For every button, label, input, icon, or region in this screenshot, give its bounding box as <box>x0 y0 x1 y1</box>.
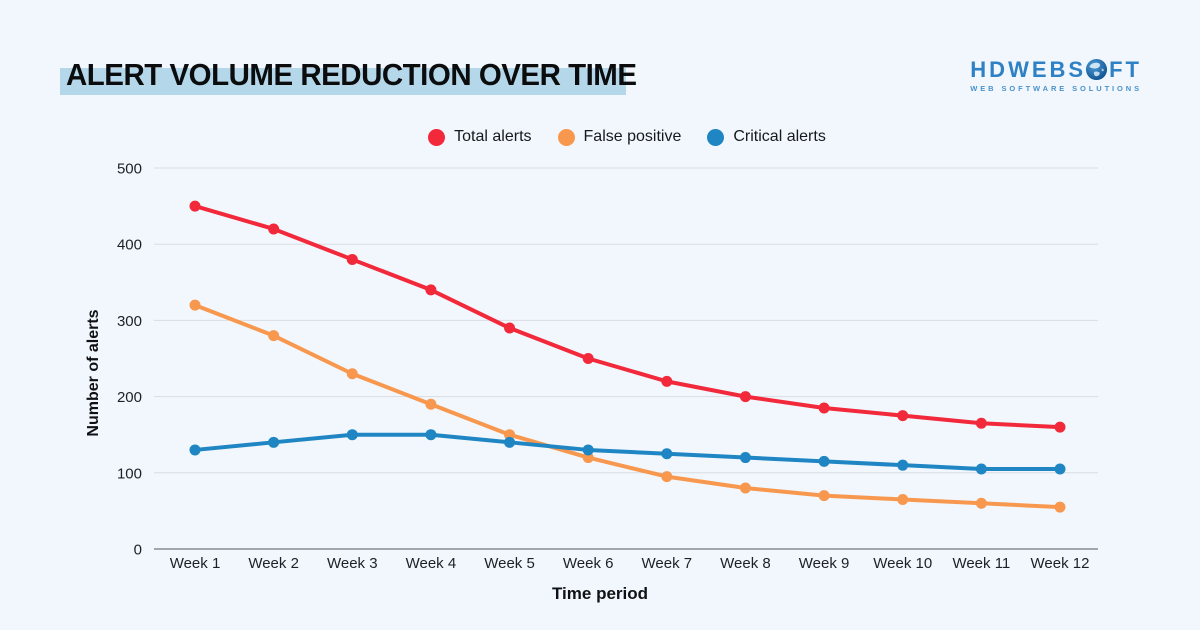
title-highlight <box>60 68 626 95</box>
data-point-total-alerts <box>346 253 358 265</box>
series-line-false-positive <box>193 303 1062 510</box>
data-point-false-positive <box>661 471 673 483</box>
y-tick-label: 500 <box>117 161 142 178</box>
data-point-critical-alerts <box>425 429 437 441</box>
chart-legend: Total alerts False positive Critical alert… <box>0 128 1200 146</box>
data-point-false-positive <box>582 452 594 464</box>
data-point-total-alerts <box>1054 421 1066 433</box>
globe-icon <box>1086 58 1108 81</box>
data-point-false-positive <box>346 368 358 380</box>
data-point-false-positive <box>1054 501 1066 513</box>
data-point-false-positive <box>739 482 751 494</box>
data-point-critical-alerts <box>975 463 987 475</box>
data-point-false-positive <box>975 497 987 509</box>
data-point-false-positive <box>897 493 909 505</box>
data-point-total-alerts <box>582 353 594 364</box>
legend-label: Critical alerts <box>733 128 826 145</box>
hdwebsoft-logo: HDWEBS FT WEB SOFTWARE SOLUTIONS <box>970 58 1142 93</box>
legend-dot-icon <box>428 128 446 146</box>
data-point-total-alerts <box>739 391 751 403</box>
legend-item-false-positive: False positive <box>557 128 682 146</box>
y-tick-label: 300 <box>117 313 142 330</box>
legend-dot-icon <box>707 128 725 146</box>
legend-label: Total alerts <box>454 128 532 145</box>
data-point-false-positive <box>818 490 830 502</box>
x-tick-label: Week 11 <box>952 555 1010 572</box>
data-point-critical-alerts <box>818 455 830 467</box>
data-point-false-positive <box>189 299 201 311</box>
data-point-false-positive <box>268 330 280 342</box>
legend-label: False positive <box>583 128 682 145</box>
y-tick-label: 200 <box>117 389 142 406</box>
y-tick-label: 100 <box>117 465 142 482</box>
data-point-total-alerts <box>504 322 516 334</box>
data-point-total-alerts <box>661 375 673 387</box>
data-point-critical-alerts <box>897 459 909 471</box>
x-tick-label: Week 5 <box>484 555 535 572</box>
data-point-total-alerts <box>975 417 987 429</box>
data-point-false-positive <box>425 398 437 410</box>
x-tick-label: Week 12 <box>1031 555 1090 572</box>
data-point-critical-alerts <box>661 448 673 460</box>
x-tick-label: Week 7 <box>642 555 693 572</box>
x-tick-label: Week 3 <box>327 555 378 572</box>
data-point-total-alerts <box>897 410 909 422</box>
series-line-total-alerts <box>193 204 1062 430</box>
data-point-total-alerts <box>425 284 437 296</box>
x-axis-title: Time period <box>551 584 649 603</box>
data-point-critical-alerts <box>582 444 594 456</box>
page-title: ALERT VOLUME REDUCTION OVER TIME <box>66 57 637 92</box>
data-point-false-positive <box>504 429 516 441</box>
x-tick-label: Week 8 <box>720 555 771 572</box>
data-point-critical-alerts <box>346 429 358 441</box>
data-point-total-alerts <box>818 402 830 414</box>
data-point-critical-alerts <box>1054 463 1066 475</box>
y-tick-label: 400 <box>117 237 142 254</box>
logo-tagline: WEB SOFTWARE SOLUTIONS <box>970 84 1142 93</box>
x-tick-label: Week 9 <box>799 555 850 572</box>
line-chart: 0 100 200 300 400 500 Week 1 Week 2 Week 3 Week 4… <box>117 161 1098 572</box>
legend-item-total-alerts: Total alerts <box>428 128 532 146</box>
data-point-critical-alerts <box>189 444 201 456</box>
legend-item-critical-alerts: Critical alerts <box>707 128 826 146</box>
x-tick-label: Week 10 <box>873 555 932 572</box>
data-point-critical-alerts <box>739 452 751 464</box>
x-tick-label: Week 2 <box>248 555 299 572</box>
x-tick-label: Week 4 <box>406 555 457 572</box>
data-point-total-alerts <box>268 223 280 235</box>
data-point-critical-alerts <box>504 436 516 448</box>
legend-dot-icon <box>557 128 575 146</box>
logo-text-post: FT <box>1109 56 1142 82</box>
logo-wordmark: HDWEBS FT <box>970 58 1142 81</box>
data-point-total-alerts <box>189 200 201 212</box>
data-point-critical-alerts <box>268 436 280 448</box>
series-line-critical-alerts <box>193 432 1062 471</box>
x-tick-label: Week 1 <box>170 555 221 572</box>
logo-text-pre: HDWEBS <box>970 56 1087 82</box>
y-tick-label: 0 <box>134 542 142 559</box>
x-tick-label: Week 6 <box>563 555 614 572</box>
